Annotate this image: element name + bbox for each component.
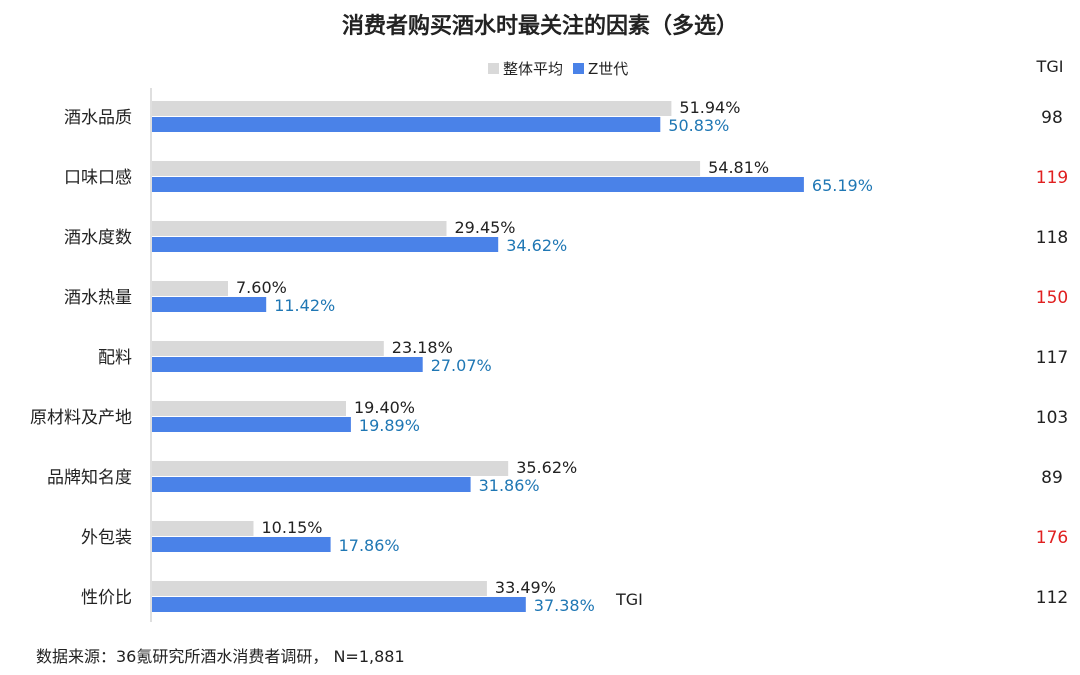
category-label: 原材料及产地: [30, 408, 132, 428]
bar-genz: [152, 417, 351, 432]
tgi-value: 117: [1036, 348, 1068, 368]
bar-label-overall: 35.62%: [516, 458, 577, 477]
stray-tgi-label: TGI: [615, 590, 643, 609]
tgi-value: 89: [1041, 468, 1063, 488]
legend: 整体平均 Z世代: [488, 58, 628, 78]
category-label: 酒水热量: [64, 288, 132, 308]
category-label: 品牌知名度: [47, 468, 132, 488]
bar-overall: [152, 101, 672, 116]
bar-label-overall: 7.60%: [236, 278, 287, 297]
tgi-value: 176: [1036, 528, 1068, 548]
bar-label-genz: 19.89%: [359, 416, 420, 435]
bar-overall: [152, 401, 346, 416]
bar-genz: [152, 297, 267, 312]
bar-label-genz: 65.19%: [812, 176, 873, 195]
bar-label-genz: 50.83%: [668, 116, 729, 135]
bar-genz: [152, 237, 499, 252]
bar-genz: [152, 177, 804, 192]
tgi-value: 119: [1036, 168, 1068, 188]
bar-genz: [152, 597, 526, 612]
legend-item-genz: Z世代: [573, 58, 628, 79]
bar-genz: [152, 117, 661, 132]
bar-overall: [152, 161, 701, 176]
tgi-value: 150: [1036, 288, 1068, 308]
bar-overall: [152, 221, 447, 236]
category-label: 酒水品质: [64, 108, 132, 128]
legend-item-overall: 整体平均: [488, 58, 563, 79]
legend-swatch-overall: [488, 62, 499, 74]
bar-genz: [152, 357, 423, 372]
bar-label-overall: 23.18%: [392, 338, 453, 357]
bar-overall: [152, 521, 254, 536]
bar-label-genz: 34.62%: [506, 236, 567, 255]
source-note: 数据来源：36氪研究所酒水消费者调研， N=1,881: [36, 647, 405, 666]
bar-label-genz: 11.42%: [274, 296, 335, 315]
bar-genz: [152, 537, 331, 552]
tgi-value: 98: [1041, 108, 1063, 128]
bar-label-genz: 27.07%: [431, 356, 492, 375]
category-label: 口味口感: [64, 168, 132, 188]
tgi-value: 118: [1036, 228, 1068, 248]
chart-title: 消费者购买酒水时最关注的因素（多选）: [341, 14, 738, 39]
bar-overall: [152, 341, 384, 356]
bar-label-overall: 10.15%: [262, 518, 323, 537]
bar-overall: [152, 581, 487, 596]
bar-label-overall: 54.81%: [708, 158, 769, 177]
category-label: 配料: [98, 348, 132, 368]
bar-label-genz: 31.86%: [479, 476, 540, 495]
legend-label-genz: Z世代: [588, 59, 629, 78]
bar-genz: [152, 477, 471, 492]
bar-label-genz: 17.86%: [339, 536, 400, 555]
category-label: 外包装: [81, 528, 132, 548]
tgi-value: 112: [1036, 588, 1068, 608]
legend-label-overall: 整体平均: [503, 59, 564, 78]
tgi-value: 103: [1036, 408, 1068, 428]
bar-label-overall: 29.45%: [455, 218, 516, 237]
bar-label-overall: 51.94%: [679, 98, 740, 117]
bar-label-overall: 19.40%: [354, 398, 415, 417]
category-label: 酒水度数: [64, 228, 132, 248]
bar-label-genz: 37.38%: [534, 596, 595, 615]
bar-overall: [152, 461, 509, 476]
tgi-column-header: TGI: [1036, 57, 1064, 76]
category-label: 性价比: [81, 588, 132, 608]
bar-overall: [152, 281, 228, 296]
legend-swatch-genz: [573, 62, 585, 74]
bar-label-overall: 33.49%: [495, 578, 556, 597]
